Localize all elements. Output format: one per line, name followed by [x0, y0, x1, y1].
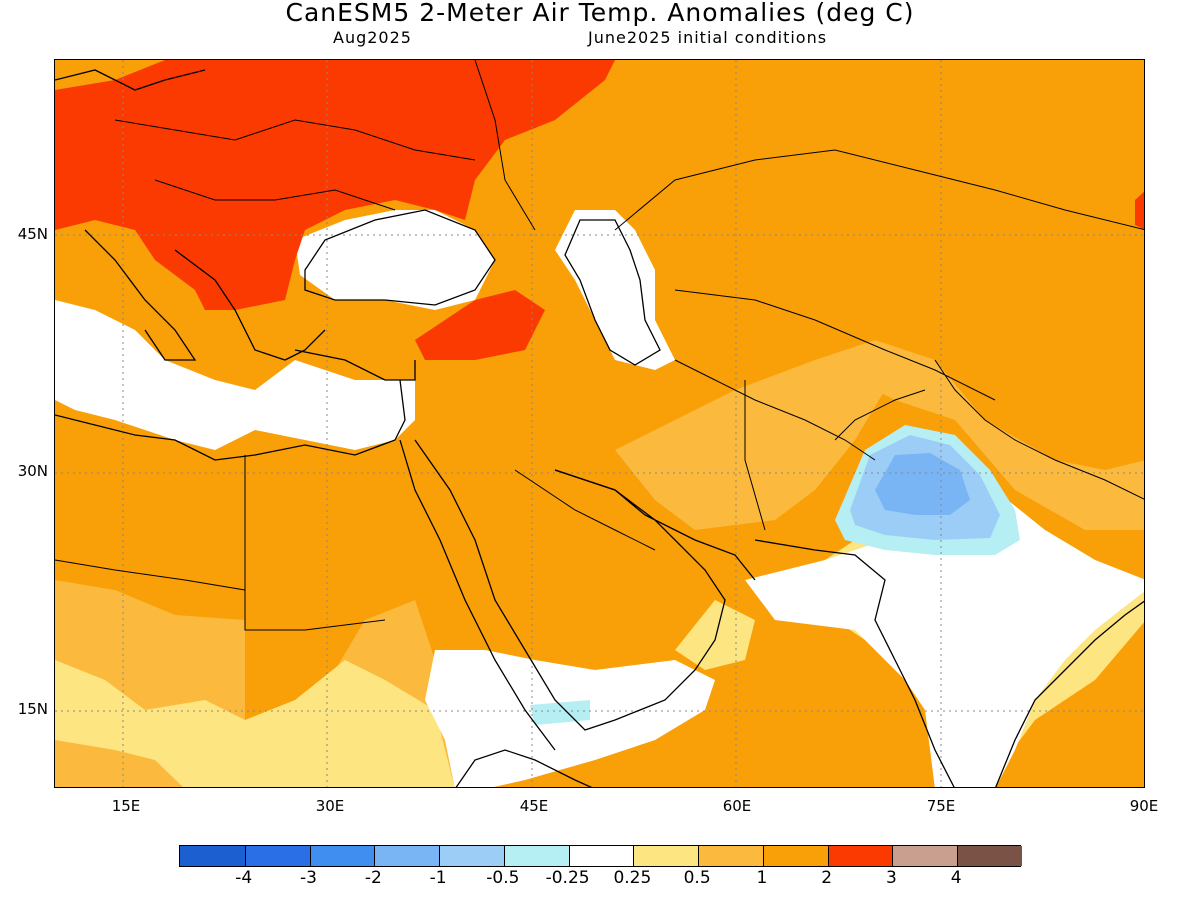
lon-label-60e: 60E	[722, 797, 752, 815]
field-2-3-europe	[55, 60, 615, 310]
colorbar-label: 0.5	[683, 868, 711, 888]
colorbar-label: -1	[429, 868, 447, 888]
colorbar-swatch	[309, 846, 375, 866]
coastlines	[55, 69, 1144, 787]
colorbar-label: 2	[821, 868, 833, 888]
colorbar-swatch	[244, 846, 310, 866]
colorbar-swatch	[374, 846, 440, 866]
colorbar-swatch	[180, 846, 245, 866]
field-0.5-1-iran	[615, 360, 885, 530]
field-near-zero-caspian	[555, 210, 675, 370]
colorbar-swatch	[568, 846, 634, 866]
target-month: Aug2025	[333, 28, 412, 47]
field-neg-1	[875, 453, 970, 515]
field-near-zero-india	[745, 470, 1144, 787]
colorbar-swatch	[827, 846, 893, 866]
lon-label-75e: 75E	[926, 797, 956, 815]
colorbar-label: -4	[235, 868, 253, 888]
colorbar-label: -0.5	[486, 868, 520, 888]
colorbar-label: 4	[950, 868, 962, 888]
colorbar-label: 3	[886, 868, 897, 888]
colorbar-swatch	[957, 846, 1022, 866]
colorbar-swatch	[633, 846, 699, 866]
field-2-3-caucasus	[415, 290, 545, 360]
lat-label-45n: 45N	[17, 225, 48, 243]
lon-label-30e: 30E	[315, 797, 345, 815]
field-0.5-1-tibet	[815, 340, 1144, 530]
colorbar-label: 1	[756, 868, 768, 888]
colorbar-label: 0.25	[613, 868, 652, 888]
colorbar-swatch	[762, 846, 828, 866]
anomaly-map	[54, 59, 1145, 788]
lon-label-45e: 45E	[519, 797, 549, 815]
colorbar	[179, 845, 1022, 867]
lat-label-15n: 15N	[17, 700, 48, 718]
lon-label-90e: 90E	[1129, 797, 1159, 815]
grid-lines	[55, 60, 1144, 787]
colorbar-label: -3	[300, 868, 317, 888]
lat-label-30n: 30N	[17, 462, 48, 480]
colorbar-swatch	[698, 846, 763, 866]
colorbar-label: -2	[364, 868, 382, 888]
colorbar-swatch	[892, 846, 958, 866]
init-conditions: June2025 initial conditions	[588, 28, 828, 47]
field-neg-patch	[530, 700, 590, 725]
colorbar-swatch	[439, 846, 504, 866]
plot-title: CanESM5 2-Meter Air Temp. Anomalies (deg…	[285, 0, 915, 27]
lon-label-15e: 15E	[111, 797, 141, 815]
field-near-zero-med	[55, 300, 415, 450]
colorbar-label: -0.25	[545, 868, 590, 888]
colorbar-swatch	[503, 846, 569, 866]
field-2-3-east	[1135, 191, 1144, 230]
country-borders	[55, 60, 1144, 631]
